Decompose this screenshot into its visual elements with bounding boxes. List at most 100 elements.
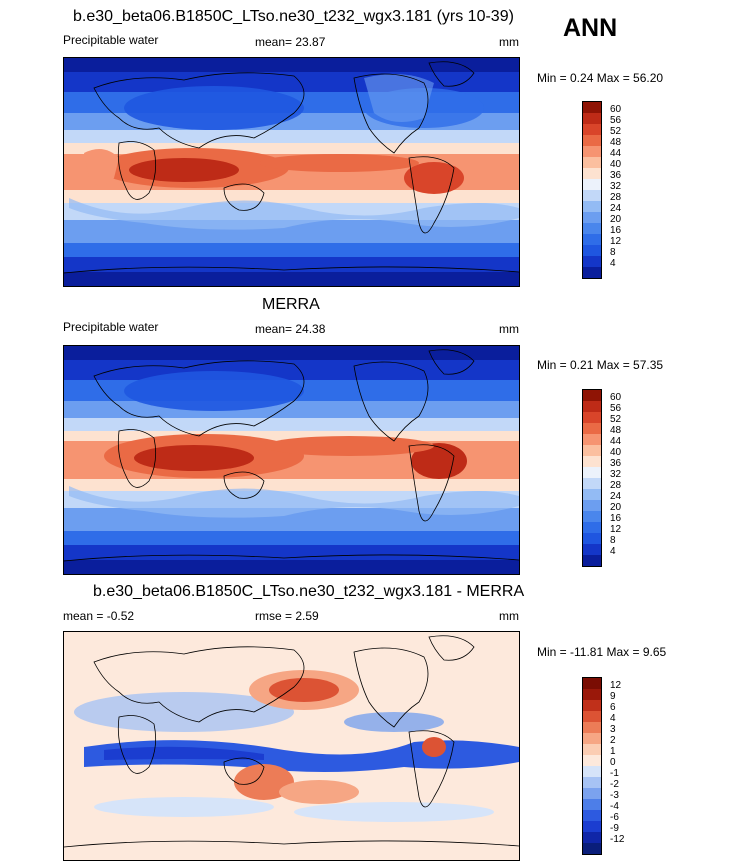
panel3-map-field xyxy=(64,632,519,860)
colorbar-segment xyxy=(583,722,601,733)
panel1-units-label: mm xyxy=(499,35,519,49)
colorbar-segment xyxy=(583,267,601,278)
panel3-map xyxy=(63,631,520,861)
colorbar-segment xyxy=(583,744,601,755)
panel3-mean-label: mean = -0.52 xyxy=(63,609,135,623)
colorbar-segment xyxy=(583,223,601,234)
colorbar-tick-label: 32 xyxy=(610,181,622,192)
panel1-variable-label: Precipitable water xyxy=(63,33,159,47)
colorbar-tick-label: 52 xyxy=(610,126,622,137)
colorbar-segment xyxy=(583,533,601,544)
colorbar-segment xyxy=(583,766,601,777)
colorbar-tick-label: 44 xyxy=(610,148,622,159)
colorbar-segment xyxy=(583,456,601,467)
colorbar-segment xyxy=(583,478,601,489)
colorbar-tick-label: 28 xyxy=(610,480,622,491)
colorbar-tick-label: 8 xyxy=(610,535,616,546)
colorbar-segment xyxy=(583,678,601,689)
colorbar-segment xyxy=(583,245,601,256)
colorbar-tick-label: 56 xyxy=(610,115,622,126)
panel2-variable-label: Precipitable water xyxy=(63,320,159,334)
colorbar-tick-label: 20 xyxy=(610,214,622,225)
colorbar-segment xyxy=(583,135,601,146)
colorbar-segment xyxy=(583,445,601,456)
colorbar-segment xyxy=(583,434,601,445)
colorbar-tick-label: -2 xyxy=(610,779,619,790)
colorbar-tick-label: 16 xyxy=(610,513,622,524)
colorbar-segment xyxy=(583,212,601,223)
colorbar-segment xyxy=(583,821,601,832)
colorbar-segment xyxy=(583,423,601,434)
colorbar-segment xyxy=(583,256,601,267)
colorbar-tick-label: 12 xyxy=(610,680,622,691)
colorbar-segment xyxy=(583,522,601,533)
panel1-map xyxy=(63,57,520,287)
colorbar-segment xyxy=(583,689,601,700)
colorbar-segment xyxy=(583,168,601,179)
colorbar-tick-label: -6 xyxy=(610,812,619,823)
colorbar-segment xyxy=(583,733,601,744)
colorbar-tick-label: 60 xyxy=(610,104,622,115)
panel2-colorbar xyxy=(582,389,602,567)
colorbar-segment xyxy=(583,711,601,722)
colorbar-tick-label: 1 xyxy=(610,746,616,757)
colorbar-tick-label: 16 xyxy=(610,225,622,236)
colorbar-tick-label: 60 xyxy=(610,392,622,403)
colorbar-segment xyxy=(583,124,601,135)
colorbar-tick-label: 20 xyxy=(610,502,622,513)
panel1-map-field xyxy=(64,58,519,286)
colorbar-tick-label: 48 xyxy=(610,137,622,148)
panel3-rmse-label: rmse = 2.59 xyxy=(255,609,319,623)
panel3-title: b.e30_beta06.B1850C_LTso.ne30_t232_wgx3.… xyxy=(93,583,525,600)
colorbar-segment xyxy=(583,179,601,190)
panel1-title: b.e30_beta06.B1850C_LTso.ne30_t232_wgx3.… xyxy=(73,8,514,25)
colorbar-tick-label: -3 xyxy=(610,790,619,801)
colorbar-segment xyxy=(583,489,601,500)
colorbar-tick-label: 24 xyxy=(610,491,622,502)
colorbar-segment xyxy=(583,467,601,478)
colorbar-segment xyxy=(583,201,601,212)
colorbar-segment xyxy=(583,755,601,766)
season-label: ANN xyxy=(563,14,618,42)
colorbar-tick-label: 56 xyxy=(610,403,622,414)
colorbar-segment xyxy=(583,555,601,566)
colorbar-tick-label: 40 xyxy=(610,159,622,170)
colorbar-tick-label: 44 xyxy=(610,436,622,447)
panel2-map xyxy=(63,345,520,575)
colorbar-tick-label: 12 xyxy=(610,236,622,247)
colorbar-segment xyxy=(583,401,601,412)
colorbar-segment xyxy=(583,190,601,201)
colorbar-segment xyxy=(583,146,601,157)
colorbar-tick-label: -12 xyxy=(610,834,625,845)
colorbar-tick-label: -4 xyxy=(610,801,619,812)
colorbar-segment xyxy=(583,700,601,711)
panel2-map-field xyxy=(64,346,519,574)
colorbar-tick-label: 4 xyxy=(610,546,616,557)
panel2-mean-label: mean= 24.38 xyxy=(255,322,326,336)
colorbar-segment xyxy=(583,390,601,401)
colorbar-tick-label: 12 xyxy=(610,524,622,535)
colorbar-tick-label: 4 xyxy=(610,713,616,724)
panel2-minmax-label: Min = 0.21 Max = 57.35 xyxy=(537,358,664,372)
colorbar-segment xyxy=(583,234,601,245)
colorbar-segment xyxy=(583,412,601,423)
colorbar-tick-label: 48 xyxy=(610,425,622,436)
colorbar-segment xyxy=(583,788,601,799)
panel3-units-label: mm xyxy=(499,609,519,623)
colorbar-tick-label: 8 xyxy=(610,247,616,258)
colorbar-segment xyxy=(583,777,601,788)
colorbar-tick-label: -1 xyxy=(610,768,619,779)
colorbar-segment xyxy=(583,544,601,555)
colorbar-tick-label: -9 xyxy=(610,823,619,834)
colorbar-segment xyxy=(583,113,601,124)
colorbar-tick-label: 2 xyxy=(610,735,616,746)
colorbar-tick-label: 4 xyxy=(610,258,616,269)
panel1-minmax-label: Min = 0.24 Max = 56.20 xyxy=(537,71,664,85)
panel3-colorbar xyxy=(582,677,602,855)
colorbar-tick-label: 28 xyxy=(610,192,622,203)
colorbar-tick-label: 40 xyxy=(610,447,622,458)
colorbar-tick-label: 3 xyxy=(610,724,616,735)
panel2-units-label: mm xyxy=(499,322,519,336)
colorbar-tick-label: 52 xyxy=(610,414,622,425)
colorbar-segment xyxy=(583,157,601,168)
